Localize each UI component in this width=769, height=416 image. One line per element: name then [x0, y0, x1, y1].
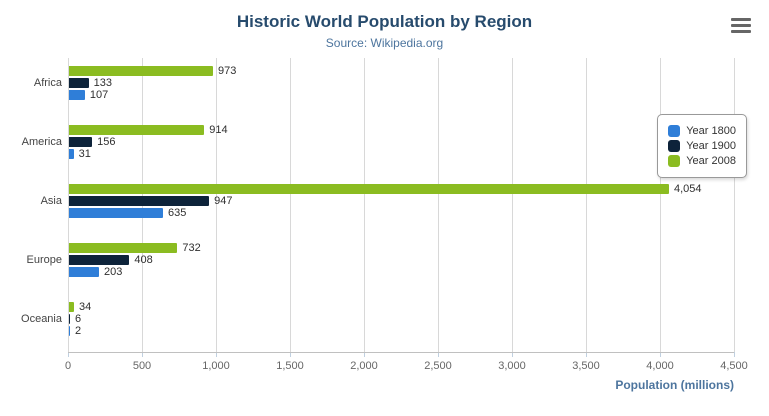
- x-tick-label: 4,000: [646, 360, 674, 372]
- x-tick-mark: [438, 352, 439, 357]
- x-tick-mark: [68, 352, 69, 357]
- bar-value-label: 107: [89, 89, 109, 102]
- bar-value-label: 133: [93, 77, 113, 90]
- bar-value-label: 31: [78, 148, 91, 161]
- x-gridline: [734, 58, 735, 352]
- bar-value-label: 635: [167, 207, 187, 219]
- x-tick-label: 2,500: [424, 360, 452, 372]
- bar-value-label: 947: [214, 195, 233, 207]
- x-gridline: [364, 58, 365, 352]
- bar-year-1800-africa[interactable]: [69, 90, 85, 101]
- bar-year-1800-asia[interactable]: [69, 208, 163, 218]
- x-gridline: [512, 58, 513, 352]
- x-gridline: [68, 58, 69, 352]
- bar-value-label: 34: [79, 300, 92, 313]
- x-gridline: [660, 58, 661, 352]
- x-tick-mark: [216, 352, 217, 357]
- legend-label: Year 1900: [686, 140, 736, 152]
- bar-value-label: 914: [209, 124, 228, 137]
- x-axis-title: Population (millions): [615, 378, 734, 392]
- x-gridline: [586, 58, 587, 352]
- x-tick-label: 3,500: [572, 360, 600, 372]
- legend-swatch-year-1900: [668, 140, 681, 152]
- hamburger-icon[interactable]: [731, 18, 751, 34]
- category-label-oceania: Oceania: [21, 312, 62, 325]
- legend-swatch-year-2008: [668, 155, 681, 167]
- bar-year-1900-oceania[interactable]: [69, 313, 70, 324]
- x-tick-label: 1,000: [202, 360, 230, 372]
- bar-year-1800-europe[interactable]: [69, 266, 100, 277]
- bar-year-1900-asia[interactable]: [69, 196, 210, 206]
- bar-year-1800-america[interactable]: [69, 149, 74, 160]
- bar-year-1900-europe[interactable]: [69, 254, 130, 265]
- x-tick-label: 1,500: [276, 360, 304, 372]
- chart-legend: Year 1800 Year 1900 Year 2008: [657, 114, 747, 178]
- x-gridline: [290, 58, 291, 352]
- x-tick-mark: [364, 352, 365, 357]
- x-tick-mark: [734, 352, 735, 357]
- legend-label: Year 1800: [686, 125, 736, 137]
- legend-label: Year 2008: [686, 155, 736, 167]
- bar-value-label: 6: [75, 312, 82, 325]
- chart-title: Historic World Population by Region: [236, 12, 533, 31]
- x-tick-label: 500: [132, 360, 152, 372]
- legend-item-year-1800[interactable]: Year 1800: [668, 125, 736, 137]
- bar-value-label: 973: [218, 65, 237, 78]
- x-tick-mark: [142, 352, 143, 357]
- bar-year-2008-africa[interactable]: [69, 66, 213, 77]
- bar-year-2008-america[interactable]: [69, 125, 205, 136]
- category-label-america: America: [21, 136, 62, 149]
- x-axis-line: [68, 352, 734, 353]
- bar-value-label: 732: [182, 241, 201, 254]
- x-tick-label: 3,000: [498, 360, 526, 372]
- bar-year-1800-oceania[interactable]: [69, 325, 70, 336]
- bar-year-1900-africa[interactable]: [69, 78, 89, 89]
- category-label-asia: Asia: [40, 195, 62, 207]
- category-label-europe: Europe: [26, 253, 62, 266]
- x-tick-mark: [512, 352, 513, 357]
- legend-swatch-year-1800: [668, 125, 681, 137]
- x-gridline: [438, 58, 439, 352]
- bar-value-label: 203: [104, 265, 123, 278]
- bar-year-2008-europe[interactable]: [69, 242, 178, 253]
- legend-item-year-2008[interactable]: Year 2008: [668, 155, 736, 167]
- bar-value-label: 408: [134, 253, 153, 266]
- bar-year-1900-america[interactable]: [69, 137, 93, 148]
- x-tick-label: 2,000: [350, 360, 378, 372]
- legend-item-year-1900[interactable]: Year 1900: [668, 140, 736, 152]
- bar-value-label: 2: [75, 324, 82, 337]
- bar-year-2008-asia[interactable]: [69, 184, 669, 194]
- x-gridline: [216, 58, 217, 352]
- x-tick-label: 0: [64, 360, 72, 372]
- x-tick-mark: [586, 352, 587, 357]
- category-label-africa: Africa: [33, 77, 62, 90]
- x-tick-mark: [290, 352, 291, 357]
- x-tick-mark: [660, 352, 661, 357]
- bar-value-label: 156: [97, 136, 116, 149]
- x-tick-label: 4,500: [720, 360, 748, 372]
- bar-year-2008-oceania[interactable]: [69, 301, 75, 312]
- bar-value-label: 4,054: [673, 183, 702, 195]
- chart-subtitle: Source: Wikipedia.org: [325, 36, 444, 50]
